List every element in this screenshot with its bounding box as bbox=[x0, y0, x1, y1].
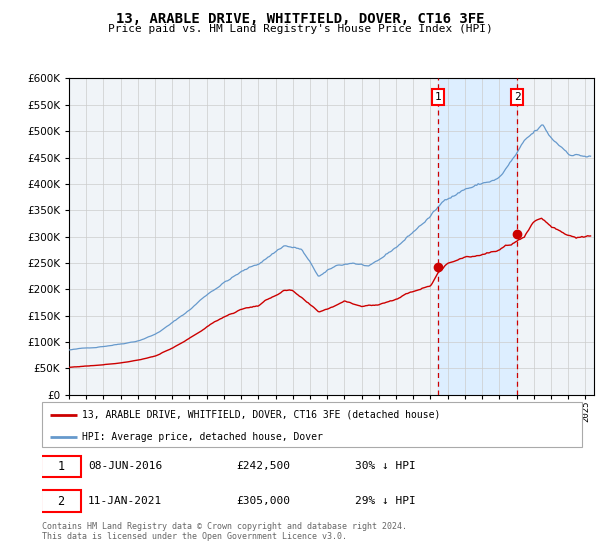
Text: 1: 1 bbox=[434, 92, 442, 102]
Text: 2: 2 bbox=[514, 92, 520, 102]
Text: 08-JUN-2016: 08-JUN-2016 bbox=[88, 461, 162, 472]
Text: HPI: Average price, detached house, Dover: HPI: Average price, detached house, Dove… bbox=[83, 432, 323, 442]
Text: Contains HM Land Registry data © Crown copyright and database right 2024.
This d: Contains HM Land Registry data © Crown c… bbox=[42, 522, 407, 542]
FancyBboxPatch shape bbox=[42, 402, 582, 447]
Bar bbox=[438, 78, 517, 395]
Text: 13, ARABLE DRIVE, WHITFIELD, DOVER, CT16 3FE: 13, ARABLE DRIVE, WHITFIELD, DOVER, CT16… bbox=[116, 12, 484, 26]
Text: 13, ARABLE DRIVE, WHITFIELD, DOVER, CT16 3FE (detached house): 13, ARABLE DRIVE, WHITFIELD, DOVER, CT16… bbox=[83, 409, 441, 419]
Text: Price paid vs. HM Land Registry's House Price Index (HPI): Price paid vs. HM Land Registry's House … bbox=[107, 24, 493, 34]
FancyBboxPatch shape bbox=[41, 491, 82, 512]
Text: 11-JAN-2021: 11-JAN-2021 bbox=[88, 496, 162, 506]
Text: £242,500: £242,500 bbox=[236, 461, 290, 472]
FancyBboxPatch shape bbox=[41, 455, 82, 477]
Text: 30% ↓ HPI: 30% ↓ HPI bbox=[355, 461, 416, 472]
Text: £305,000: £305,000 bbox=[236, 496, 290, 506]
Text: 29% ↓ HPI: 29% ↓ HPI bbox=[355, 496, 416, 506]
Text: 2: 2 bbox=[58, 494, 65, 508]
Text: 1: 1 bbox=[58, 460, 65, 473]
